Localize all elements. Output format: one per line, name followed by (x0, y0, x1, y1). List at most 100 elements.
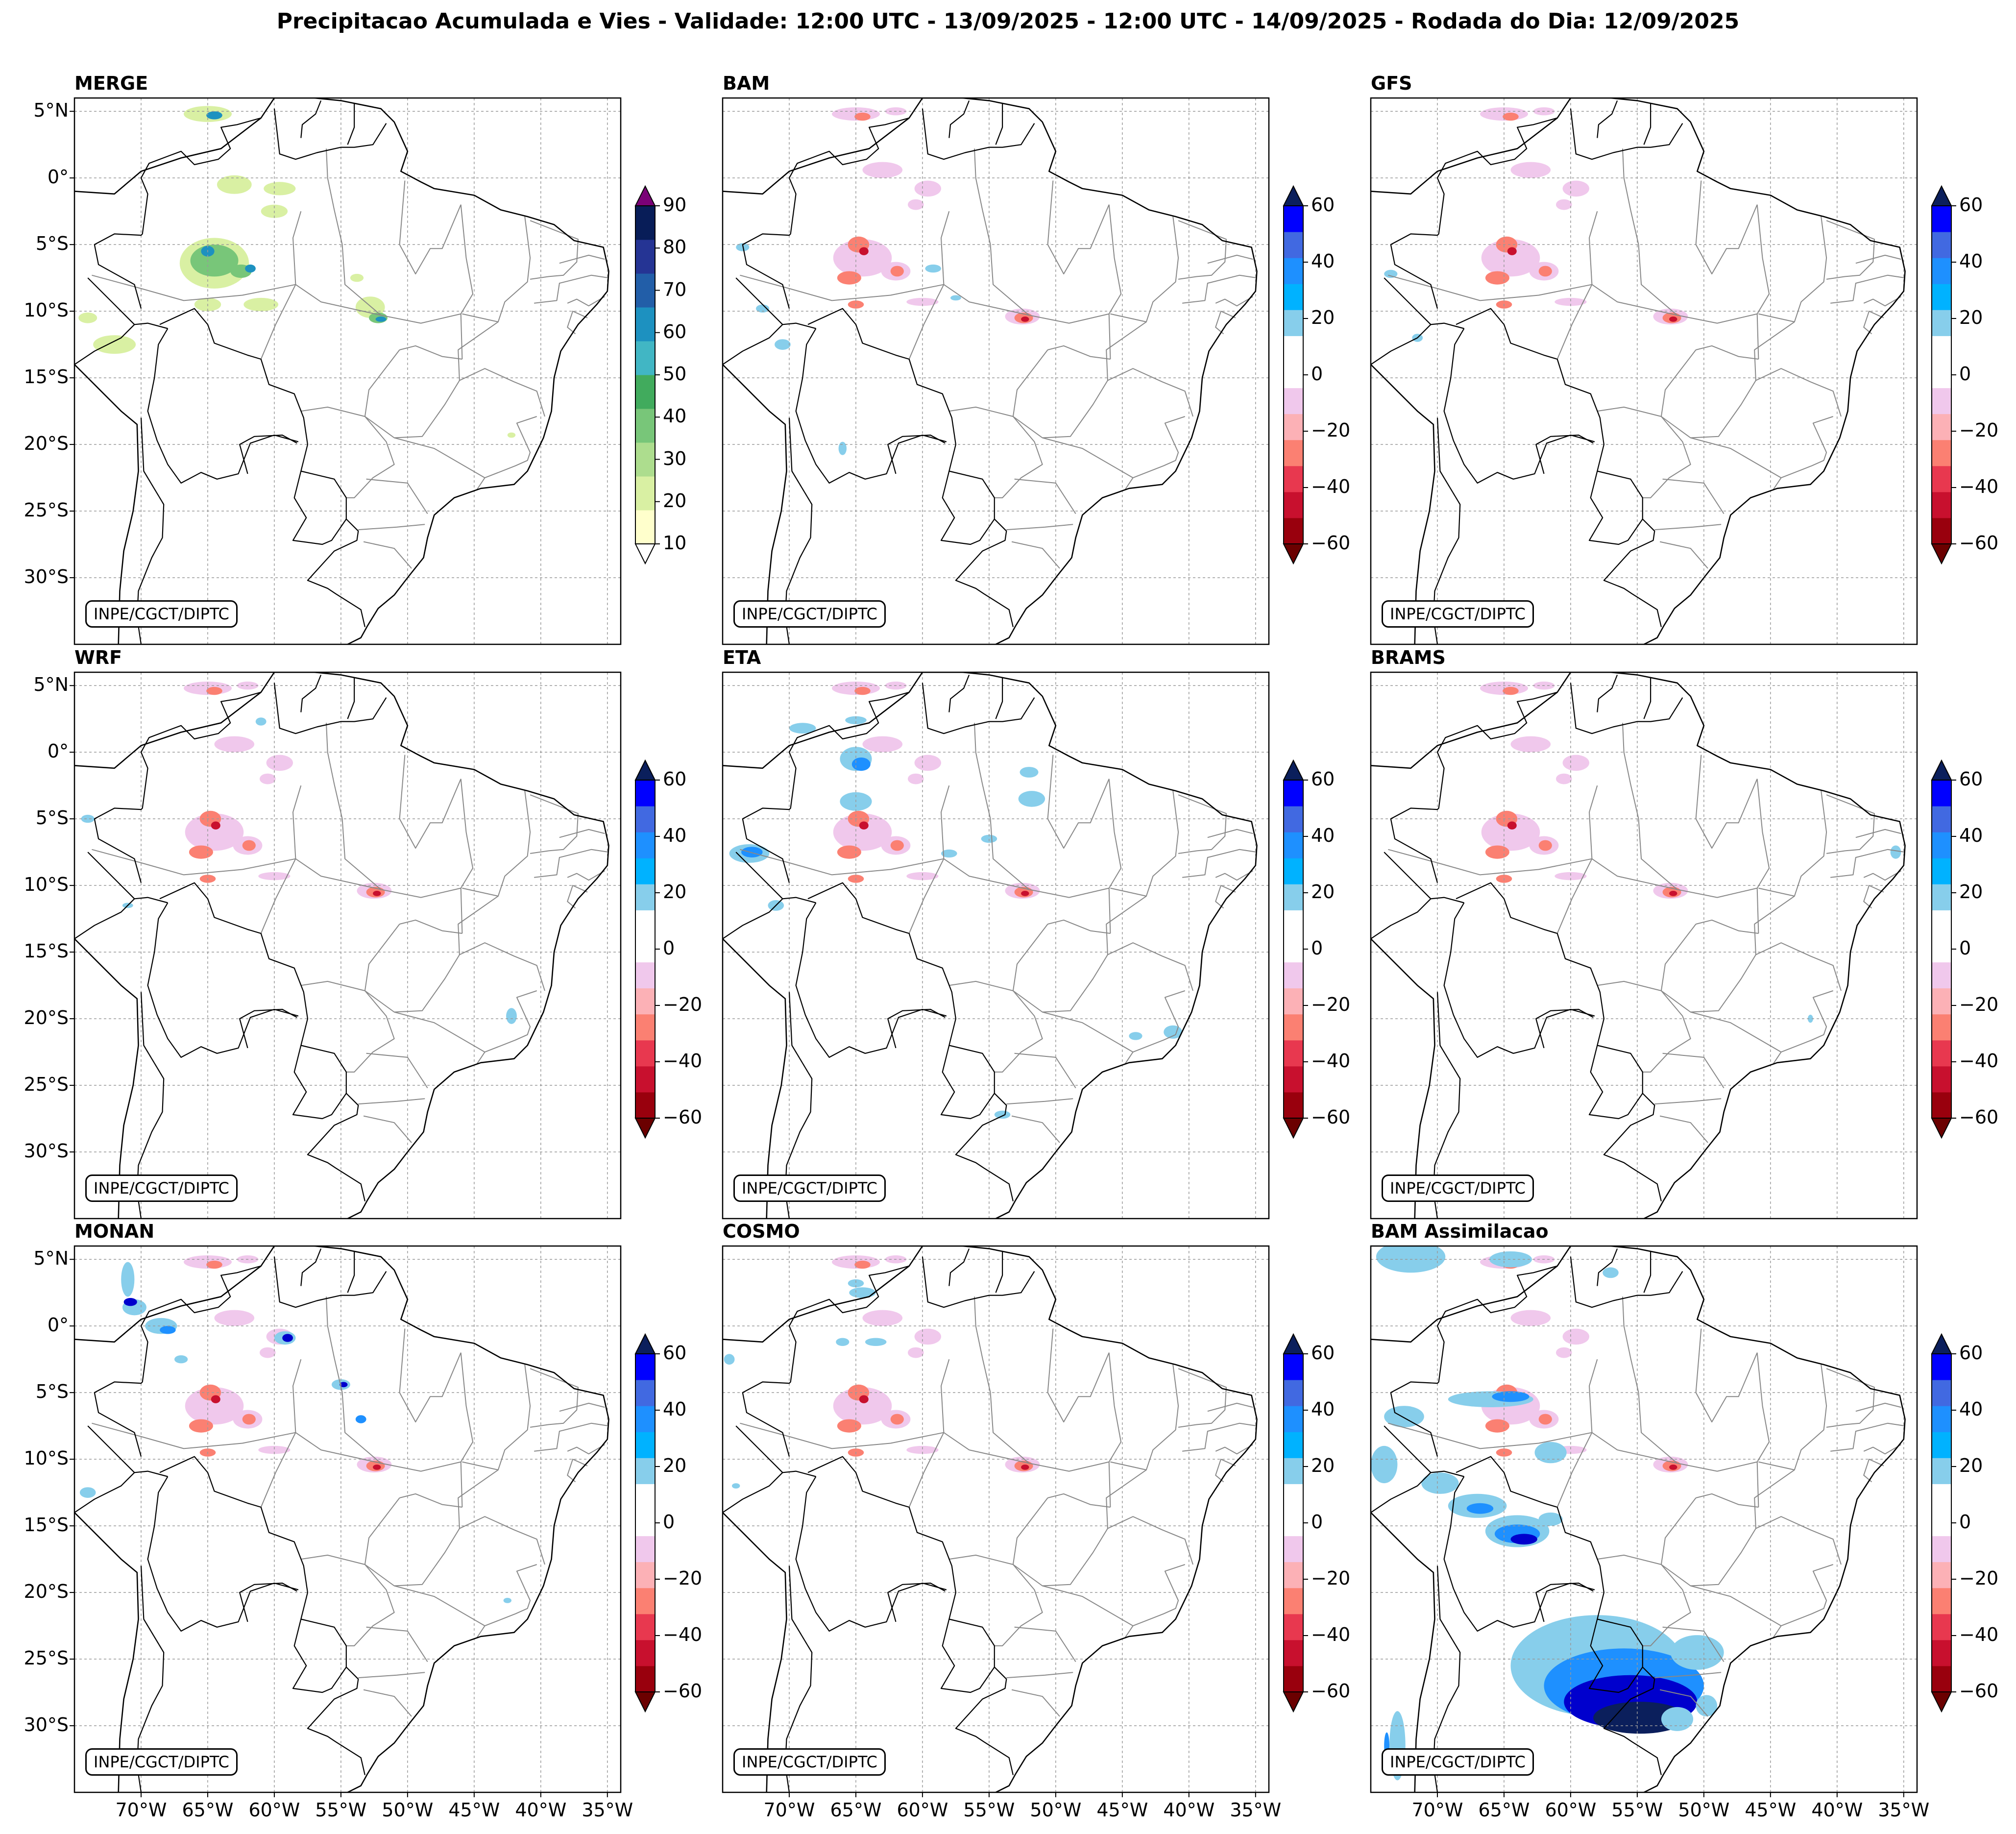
colorbar-segment (635, 1536, 655, 1563)
coastline-pacific (1371, 364, 1435, 644)
state-border (1014, 478, 1076, 514)
field-patch (160, 1326, 176, 1334)
colorbar-segment (1932, 1510, 1951, 1537)
colorbar-segment (1932, 1665, 1951, 1692)
colorbar-extend-max (1931, 1333, 1952, 1354)
country-border (1597, 1618, 1662, 1775)
country-border (948, 100, 970, 138)
field-patch (81, 814, 95, 823)
field-patch (914, 1328, 942, 1345)
state-border (1556, 858, 1593, 934)
field-patch (242, 840, 256, 851)
lon-label: 70°W (115, 1799, 167, 1821)
state-border (1696, 1493, 1759, 1508)
state-border (567, 870, 605, 881)
field-shading (724, 1255, 1040, 1489)
field-patch (174, 1355, 188, 1364)
field-patch (1661, 1707, 1694, 1731)
field-patch (925, 264, 941, 273)
colorbar-tick-label: 40 (663, 405, 687, 427)
field-patch (836, 1338, 850, 1346)
colorbar-segment (1932, 1040, 1951, 1067)
state-border (1754, 321, 1842, 417)
field-patch (859, 1395, 869, 1403)
field-patch (1021, 317, 1029, 322)
field-patch (264, 182, 296, 196)
colorbar-segment (1284, 1665, 1303, 1692)
field-patch (1481, 813, 1540, 851)
colorbar-segment (1932, 1536, 1951, 1563)
panel-title-monan: MONAN (74, 1221, 155, 1242)
colorbar-segment (1932, 1458, 1951, 1484)
country-border (1535, 1008, 1594, 1049)
state-border (301, 980, 365, 991)
state-border (394, 990, 537, 1053)
field-patch (1808, 1014, 1813, 1023)
colorbar-segment (1932, 1639, 1951, 1666)
panel-title-wrf: WRF (74, 647, 122, 668)
colorbar-segment (1284, 1562, 1303, 1589)
country-border (1456, 882, 1604, 1046)
colorbar-segment (1284, 780, 1303, 807)
state-border (301, 406, 365, 417)
field-shading (729, 682, 1183, 1119)
country-border (147, 1476, 299, 1632)
colorbar-segment (635, 780, 655, 807)
lat-label: 10°S (24, 874, 69, 896)
state-border (458, 896, 545, 991)
state-border (1014, 1626, 1076, 1663)
country-border (995, 1251, 1003, 1293)
colorbar-segment (1932, 1092, 1951, 1119)
colorbar-tick-label: −60 (663, 1106, 703, 1128)
state-border (1178, 794, 1227, 854)
field-patch (1510, 1534, 1537, 1545)
country-border (1456, 1456, 1604, 1619)
field-patch (724, 1354, 735, 1365)
country-border (948, 1248, 970, 1286)
field-patch (981, 834, 997, 843)
lon-label: 65°W (830, 1799, 882, 1821)
state-border (366, 478, 428, 514)
lat-label: 20°S (24, 1007, 69, 1029)
colorbar-segment (635, 1639, 655, 1666)
colorbar-extend-min (634, 543, 656, 565)
colorbar-segment (1284, 910, 1303, 936)
field-patch (242, 1414, 256, 1425)
credit-label: INPE/CGCT/DIPTC (733, 1748, 886, 1776)
colorbar-segment (1932, 206, 1951, 232)
country-border (922, 683, 1035, 734)
state-border (1690, 990, 1834, 1053)
map-frame (73, 1245, 622, 1793)
colorbar-extend-min (1283, 543, 1304, 565)
state-border (1006, 1098, 1073, 1105)
country-border (795, 902, 947, 1058)
colorbar-brams (1931, 759, 1956, 1139)
lat-label: 15°S (24, 1514, 69, 1536)
country-border (807, 882, 956, 1046)
country-border (922, 108, 1035, 160)
field-patch (1371, 1445, 1398, 1484)
field-patch (185, 813, 244, 851)
state-border (1014, 1052, 1076, 1089)
lon-label: 70°W (1411, 1799, 1463, 1821)
state-border (567, 885, 588, 909)
colorbar-tick-label: 40 (1959, 1398, 1983, 1420)
field-patch (906, 297, 939, 306)
colorbar-tick-label: 0 (1959, 937, 1971, 959)
state-border (1042, 416, 1186, 479)
colorbar-segment (1284, 465, 1303, 492)
field-shading (79, 1255, 512, 1603)
colorbar-tick-label: 20 (1311, 307, 1335, 328)
field-patch (1507, 247, 1517, 255)
colorbar-segment (1284, 258, 1303, 284)
coastline (1371, 672, 1906, 1219)
state-border (1110, 1364, 1179, 1470)
colorbar-tick-label: −40 (1311, 1050, 1351, 1072)
state-border (1654, 1098, 1722, 1105)
lat-label: 30°S (24, 1714, 69, 1736)
field-patch (906, 872, 939, 880)
field-patch (854, 686, 871, 695)
country-border (147, 902, 299, 1058)
field-patch (1556, 773, 1572, 784)
